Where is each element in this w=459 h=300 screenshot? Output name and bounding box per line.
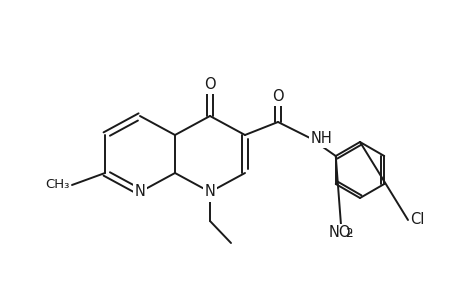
Text: N: N — [134, 184, 145, 200]
Text: NO: NO — [328, 225, 351, 240]
Text: CH₃: CH₃ — [45, 178, 70, 191]
Text: no₂: no₂ — [329, 225, 353, 240]
Text: O: O — [272, 88, 283, 104]
Text: 2: 2 — [345, 227, 352, 240]
Text: Cl: Cl — [409, 212, 424, 227]
Text: N: N — [204, 184, 215, 200]
Text: NH: NH — [310, 130, 332, 146]
Text: O: O — [204, 76, 215, 92]
